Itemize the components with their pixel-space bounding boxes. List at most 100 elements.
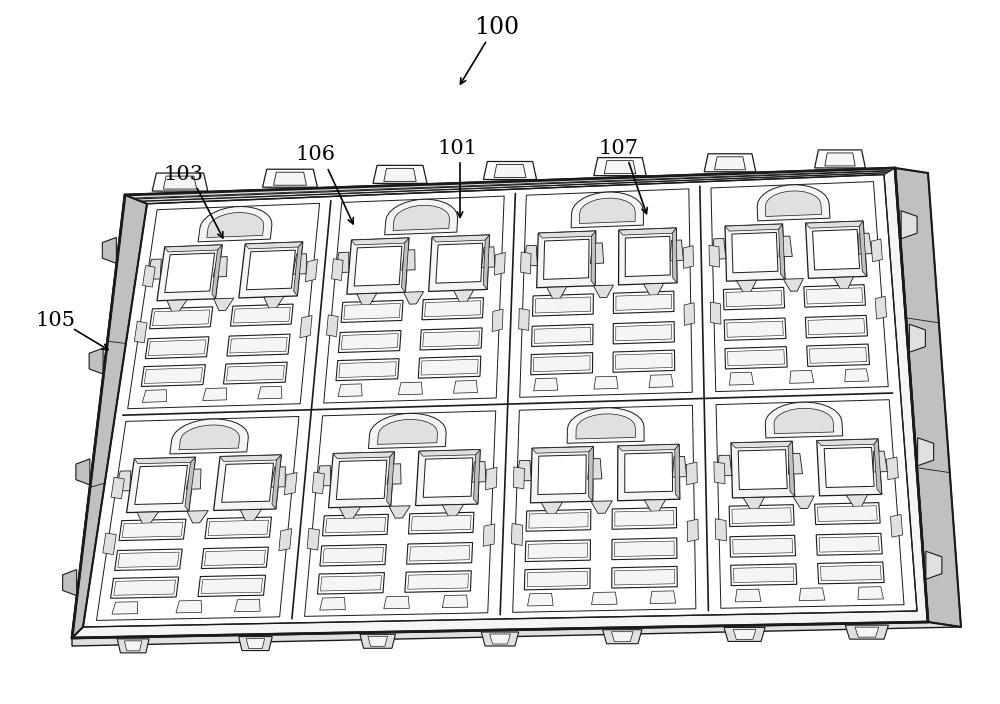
Polygon shape [76, 459, 90, 485]
Polygon shape [718, 455, 732, 476]
Polygon shape [713, 239, 726, 259]
Polygon shape [704, 153, 756, 172]
Polygon shape [774, 408, 834, 434]
Polygon shape [808, 318, 865, 334]
Polygon shape [725, 346, 787, 369]
Polygon shape [294, 242, 303, 296]
Polygon shape [807, 344, 869, 366]
Polygon shape [779, 236, 792, 257]
Polygon shape [594, 376, 618, 389]
Polygon shape [150, 307, 213, 329]
Polygon shape [567, 408, 644, 444]
Polygon shape [127, 457, 196, 513]
Polygon shape [525, 540, 590, 562]
Polygon shape [357, 294, 377, 306]
Polygon shape [579, 198, 635, 223]
Polygon shape [729, 505, 794, 527]
Polygon shape [783, 279, 803, 291]
Polygon shape [333, 452, 394, 458]
Polygon shape [72, 195, 147, 638]
Polygon shape [592, 592, 617, 605]
Polygon shape [727, 321, 783, 337]
Polygon shape [111, 477, 124, 499]
Polygon shape [208, 520, 268, 536]
Polygon shape [418, 356, 481, 378]
Polygon shape [529, 513, 588, 528]
Polygon shape [185, 457, 196, 511]
Polygon shape [874, 439, 882, 494]
Polygon shape [901, 210, 917, 239]
Polygon shape [517, 460, 531, 481]
Polygon shape [316, 465, 330, 486]
Polygon shape [909, 325, 925, 352]
Polygon shape [588, 458, 602, 479]
Polygon shape [613, 322, 674, 344]
Polygon shape [264, 296, 284, 309]
Polygon shape [723, 287, 785, 310]
Polygon shape [317, 572, 384, 594]
Polygon shape [735, 589, 761, 602]
Polygon shape [534, 327, 590, 344]
Text: 105: 105 [35, 310, 75, 329]
Polygon shape [873, 451, 887, 472]
Polygon shape [341, 334, 398, 349]
Polygon shape [152, 173, 208, 191]
Polygon shape [649, 375, 673, 387]
Polygon shape [571, 192, 643, 228]
Polygon shape [472, 462, 486, 482]
Polygon shape [263, 169, 317, 187]
Polygon shape [384, 168, 416, 182]
Polygon shape [886, 457, 898, 480]
Text: 106: 106 [295, 146, 335, 165]
Polygon shape [612, 538, 677, 560]
Polygon shape [137, 512, 159, 524]
Polygon shape [611, 631, 633, 642]
Polygon shape [116, 471, 131, 491]
Polygon shape [212, 245, 222, 298]
Polygon shape [246, 639, 265, 648]
Polygon shape [305, 411, 496, 617]
Polygon shape [684, 303, 694, 325]
Polygon shape [442, 595, 468, 608]
Polygon shape [625, 453, 673, 492]
Polygon shape [245, 242, 303, 249]
Polygon shape [354, 246, 402, 286]
Polygon shape [591, 501, 612, 513]
Polygon shape [817, 505, 877, 522]
Polygon shape [492, 309, 503, 332]
Polygon shape [213, 257, 227, 277]
Polygon shape [672, 456, 687, 477]
Polygon shape [531, 446, 593, 503]
Polygon shape [757, 184, 830, 221]
Polygon shape [405, 571, 471, 592]
Polygon shape [511, 524, 523, 546]
Polygon shape [258, 386, 282, 399]
Polygon shape [875, 296, 887, 319]
Polygon shape [144, 367, 203, 384]
Polygon shape [820, 565, 881, 581]
Polygon shape [393, 206, 449, 230]
Polygon shape [134, 321, 147, 343]
Polygon shape [890, 515, 903, 537]
Polygon shape [790, 370, 814, 383]
Polygon shape [590, 243, 604, 263]
Polygon shape [732, 508, 791, 524]
Polygon shape [279, 529, 292, 551]
Polygon shape [341, 301, 403, 322]
Polygon shape [147, 259, 161, 279]
Polygon shape [672, 228, 677, 283]
Polygon shape [214, 298, 234, 310]
Polygon shape [305, 259, 317, 282]
Polygon shape [788, 441, 795, 496]
Polygon shape [111, 577, 179, 598]
Polygon shape [710, 302, 721, 324]
Polygon shape [72, 622, 961, 646]
Polygon shape [731, 564, 797, 586]
Polygon shape [326, 315, 338, 337]
Polygon shape [307, 528, 319, 550]
Polygon shape [593, 285, 614, 298]
Polygon shape [272, 455, 281, 509]
Polygon shape [112, 602, 138, 614]
Polygon shape [765, 402, 843, 438]
Polygon shape [167, 300, 187, 312]
